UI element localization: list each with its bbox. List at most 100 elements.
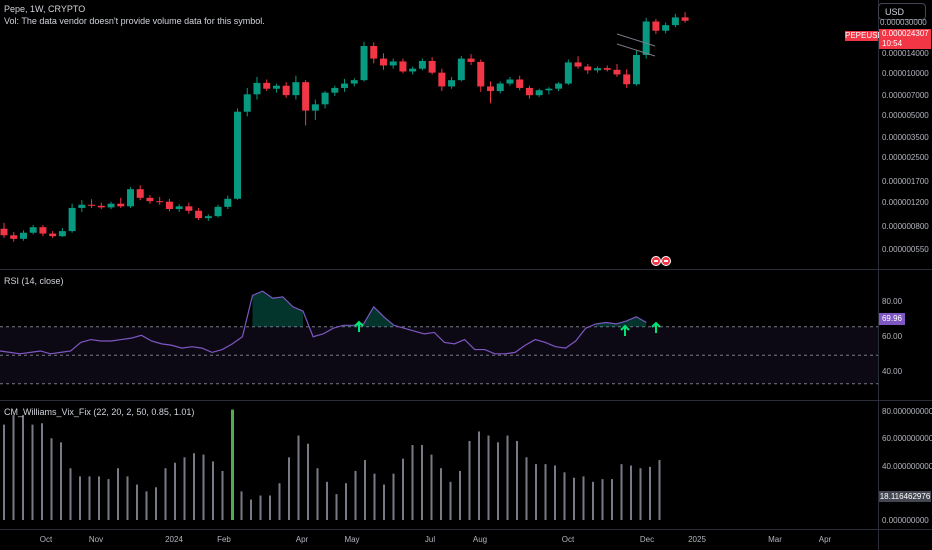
vix-bar [658, 460, 661, 520]
candle [613, 63, 621, 77]
price-axis-label: 0.000014000 [882, 49, 929, 59]
candle [428, 57, 436, 75]
signal-arrows [354, 320, 661, 336]
candle [146, 195, 154, 204]
time-axis-label: 2024 [165, 535, 183, 544]
vix-bar [383, 484, 385, 520]
vix-axis-label: 40.000000000 [882, 462, 932, 471]
candle [214, 204, 222, 218]
time-axis-label: Apr [295, 535, 309, 544]
candle [126, 187, 134, 208]
candle [584, 63, 592, 74]
candle [350, 78, 358, 87]
candle [642, 17, 650, 59]
price-axis-label: 0.000001200 [882, 197, 929, 207]
vix-bar [269, 495, 271, 520]
symbol-title[interactable]: Pepe, 1W, CRYPTO [4, 4, 86, 14]
candle [418, 58, 426, 71]
vix-bar [31, 424, 34, 520]
vix-bar [326, 481, 328, 520]
vix-bar [240, 491, 243, 520]
trend-wedge-drawing[interactable] [616, 33, 656, 57]
candle [68, 203, 76, 233]
vix-bar [183, 457, 186, 520]
vix-bar [164, 468, 167, 520]
candle [623, 69, 631, 88]
candle [272, 83, 280, 93]
vix-bar [174, 462, 176, 520]
candle [662, 22, 670, 34]
vix-bar [620, 464, 623, 520]
candle [594, 66, 602, 73]
candle [117, 197, 125, 208]
candle [156, 196, 164, 205]
candle [0, 222, 8, 238]
candle [438, 68, 446, 92]
price-candles [0, 12, 689, 242]
candle [39, 224, 47, 237]
candle [282, 82, 290, 98]
candle [29, 224, 37, 235]
vix-bar [22, 415, 24, 520]
rsi-axis-label: 60.00 [882, 332, 903, 341]
event-badge-icon[interactable] [661, 256, 671, 266]
vix-bar [50, 438, 53, 520]
vix-bar [440, 468, 442, 520]
vix-bar [259, 495, 262, 520]
vix-histogram [3, 409, 661, 520]
vix-bar [335, 494, 338, 520]
vix-axis-label: 60.000000000 [882, 434, 932, 443]
vix-bar [98, 476, 100, 520]
vix-bar [155, 487, 157, 520]
vix-bar [3, 424, 5, 520]
vix-bar [126, 476, 129, 520]
up-arrow-icon [354, 320, 364, 332]
rsi-overbought-fill [343, 306, 394, 327]
vix-bar [107, 479, 110, 520]
vix-bar [516, 440, 518, 520]
rsi-label[interactable]: RSI (14, close) [4, 276, 64, 286]
candle [204, 214, 212, 221]
vix-bar [402, 458, 404, 520]
candle [78, 200, 86, 212]
vix-bar [554, 465, 556, 520]
candle [234, 108, 242, 200]
vix-label[interactable]: CM_Williams_Vix_Fix (22, 20, 2, 50, 0.85… [4, 407, 195, 417]
event-badge-icon[interactable] [651, 256, 661, 266]
vix-bar [449, 481, 452, 520]
candle [545, 87, 553, 95]
candle [409, 66, 417, 75]
vix-bar [506, 435, 509, 520]
vix-bar [278, 483, 281, 520]
rsi-line [0, 290, 647, 355]
vix-bar [250, 499, 252, 520]
candle [487, 81, 494, 104]
vix-bar [345, 483, 347, 520]
candle [97, 202, 105, 210]
vix-bar [525, 457, 528, 520]
vix-bar [639, 468, 642, 520]
candle [506, 76, 514, 86]
vix-bar [535, 464, 537, 520]
candle [574, 56, 582, 69]
vix-bar [487, 435, 490, 520]
candle [448, 76, 456, 89]
candle [496, 81, 504, 94]
vix-bar [478, 431, 480, 520]
vix-bar [468, 440, 471, 520]
vix-bar [392, 473, 395, 520]
candle [253, 76, 261, 100]
candle [535, 88, 543, 97]
candle [399, 58, 407, 74]
price-axis-label: 0.000000800 [882, 222, 929, 232]
vix-bar [601, 479, 604, 520]
candle [302, 80, 310, 126]
up-arrow-icon [651, 321, 661, 333]
candle [175, 204, 183, 212]
time-axis-label: May [344, 535, 360, 544]
currency-button[interactable]: USD [878, 3, 926, 20]
vix-bar [307, 443, 309, 520]
candle [467, 54, 475, 65]
